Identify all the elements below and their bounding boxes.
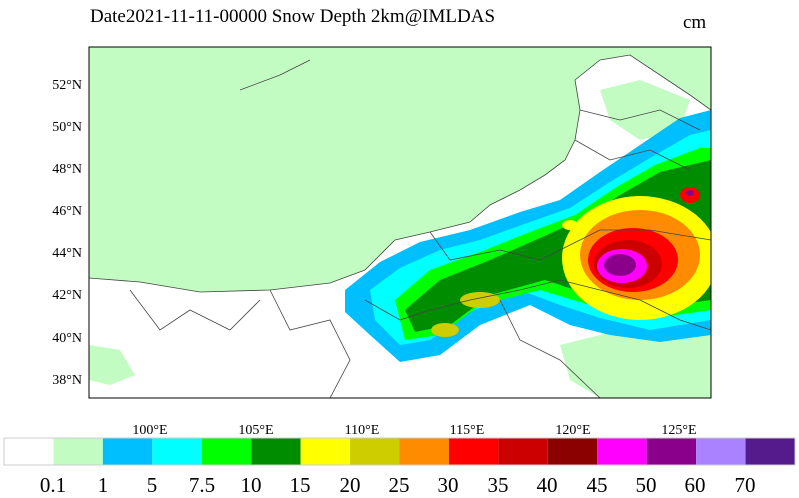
snow-band-15-20cm: [431, 323, 459, 337]
colorbar-cell: [152, 438, 202, 465]
colorbar-label: 20: [340, 473, 361, 497]
lat-label: 52°N: [52, 78, 82, 93]
units-label: cm: [683, 12, 707, 33]
colorbar-label: 70: [735, 473, 756, 497]
lat-label: 50°N: [52, 120, 82, 135]
colorbar-label: 5: [147, 473, 158, 497]
snow-band-50-60cm: [604, 254, 636, 276]
colorbar-label: 25: [389, 473, 410, 497]
lon-label: 105°E: [238, 423, 273, 438]
colorbar-cell: [399, 438, 449, 465]
colorbar-cell: [350, 438, 400, 465]
colorbar-cell: [547, 438, 598, 465]
lat-label: 42°N: [52, 288, 82, 303]
colorbar-cell: [201, 438, 252, 465]
colorbar-labels: 0.1 1 5 7.5 10 15 20 25 30 35 40 45 50 6…: [40, 473, 756, 497]
colorbar-cell: [597, 438, 647, 465]
colorbar-cell: [300, 438, 351, 465]
map-title: Date2021-11-11-00000 Snow Depth 2km@IMLD…: [90, 6, 496, 27]
colorbar-cell: [498, 438, 548, 465]
lon-label: 125°E: [661, 423, 696, 438]
colorbar-cell: [745, 438, 795, 465]
colorbar-cell: [4, 438, 54, 465]
admin-borders: [89, 54, 711, 398]
map-frame: [88, 46, 712, 399]
colorbar-cell: [696, 438, 746, 465]
colorbar-label: 40: [537, 473, 558, 497]
map-plot: [89, 47, 711, 398]
lon-label: 120°E: [555, 423, 590, 438]
colorbar: [3, 437, 796, 466]
colorbar-label: 1: [98, 473, 109, 497]
lat-label: 46°N: [52, 204, 82, 219]
colorbar-cell: [448, 438, 499, 465]
lon-axis: 100°E 105°E 110°E 115°E 120°E 125°E: [132, 423, 696, 438]
lat-label: 48°N: [52, 162, 82, 177]
colorbar-label: 7.5: [189, 473, 215, 497]
lat-label: 40°N: [52, 331, 82, 346]
colorbar-cell: [251, 438, 301, 465]
lat-axis: 52°N 50°N 48°N 46°N 44°N 42°N 40°N 38°N: [52, 78, 82, 388]
lon-label: 115°E: [450, 423, 485, 438]
colorbar-frame: [3, 437, 796, 466]
colorbar-label: 15: [290, 473, 311, 497]
light-snow-patch: [600, 80, 690, 140]
colorbar-label: 10: [241, 473, 262, 497]
colorbar-label: 0.1: [40, 473, 66, 497]
colorbar-label: 45: [587, 473, 608, 497]
lat-label: 44°N: [52, 246, 82, 261]
snow-band-15-20cm: [460, 292, 500, 308]
snow-band-45-50cm: [686, 190, 694, 196]
light-snow-patch: [89, 345, 135, 385]
colorbar-label: 60: [685, 473, 706, 497]
lon-label: 100°E: [132, 423, 167, 438]
colorbar-label: 35: [488, 473, 509, 497]
colorbar-label: 30: [438, 473, 459, 497]
lon-label: 110°E: [345, 423, 380, 438]
colorbar-label: 50: [636, 473, 657, 497]
colorbar-cell: [53, 438, 103, 465]
colorbar-cell: [102, 438, 153, 465]
lat-label: 38°N: [52, 373, 82, 388]
colorbar-cell: [646, 438, 697, 465]
snow-band-20-25cm: [562, 220, 578, 230]
